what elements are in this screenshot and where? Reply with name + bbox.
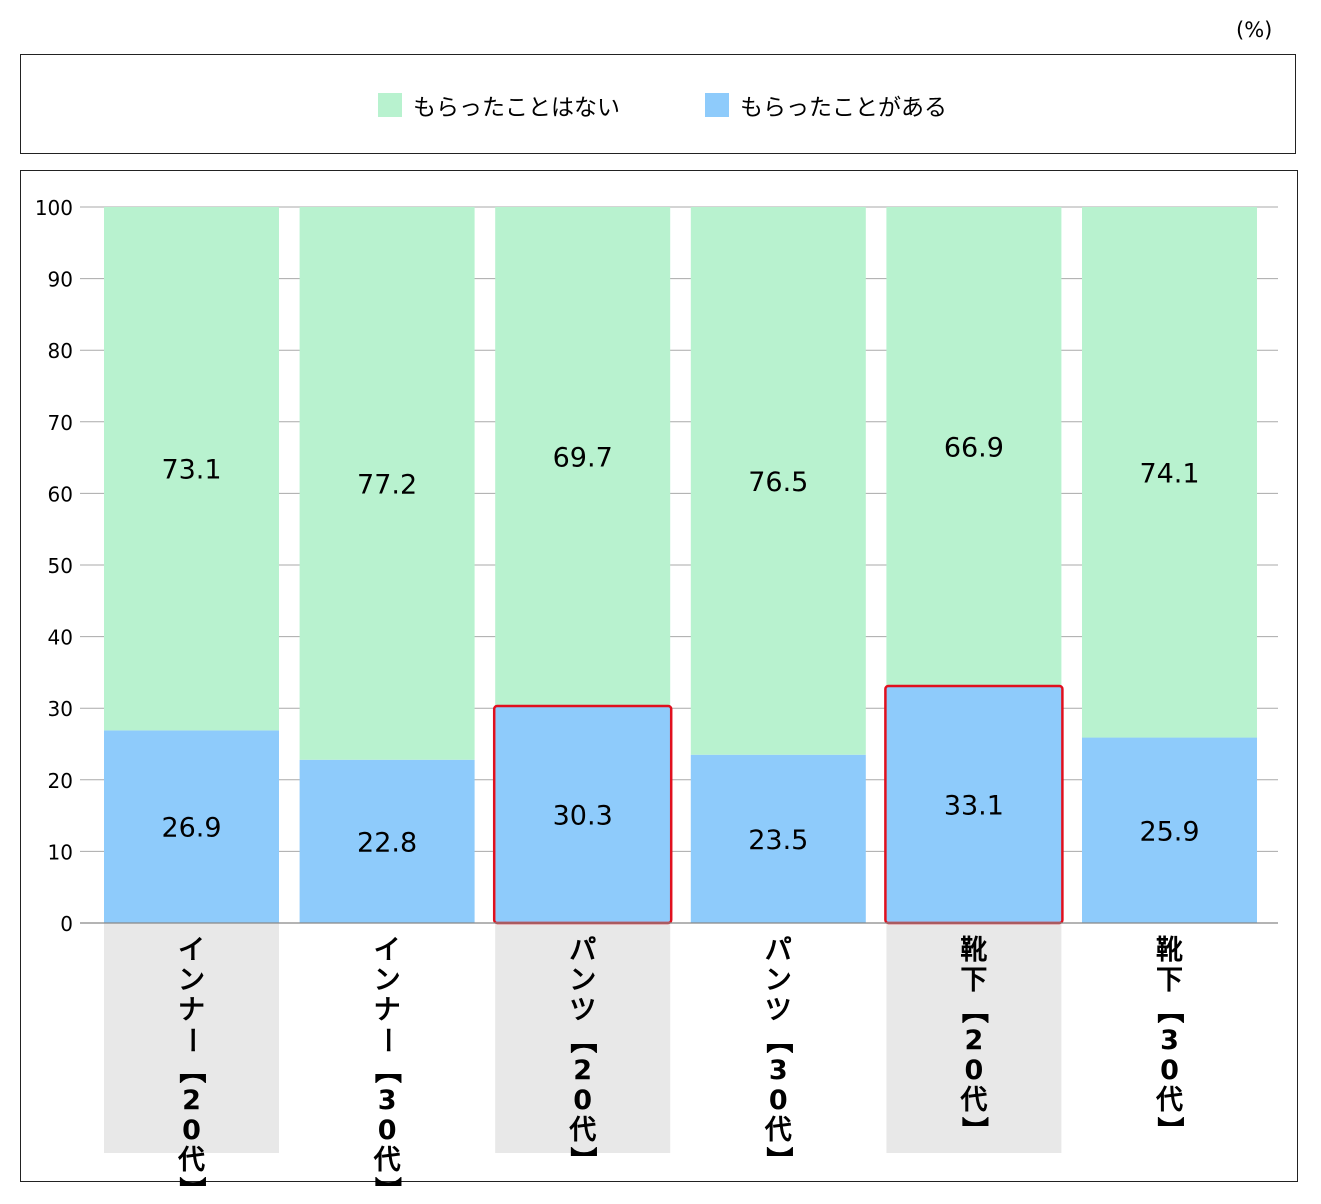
chart-frame — [20, 170, 1298, 1182]
y-tick-label: 60 — [48, 482, 73, 506]
category-bg — [886, 923, 1062, 1153]
x-category-label-char: 【 — [371, 1057, 402, 1084]
y-tick-label: 50 — [48, 554, 73, 578]
bar-segment-not-received — [1082, 207, 1257, 738]
x-category-label-char: 2 — [182, 1085, 201, 1116]
data-label-not-received: 77.2 — [357, 469, 417, 500]
x-category-label-char: 下 — [960, 965, 987, 996]
data-label-not-received: 73.1 — [161, 455, 221, 486]
data-label-not-received: 76.5 — [748, 467, 808, 498]
bar-segment-received — [886, 686, 1062, 923]
x-category-label-char: 代 — [764, 1115, 792, 1146]
bar-segment-received — [1082, 737, 1257, 923]
x-category-label-char: ツ — [765, 995, 792, 1026]
x-category-label-char: 0 — [769, 1085, 788, 1116]
x-category-label-char: ン — [765, 965, 792, 996]
x-category-label-char: 【 — [1154, 997, 1185, 1024]
y-tick-label: 80 — [48, 339, 73, 363]
bar-segment-received — [299, 759, 475, 923]
x-category-label-char: 【 — [567, 1027, 598, 1054]
x-category-label-char: パ — [765, 935, 792, 966]
x-category-label-char: 0 — [1160, 1055, 1179, 1086]
x-category-label-char: 代 — [568, 1115, 596, 1146]
legend-label-received: もらったことがある — [740, 95, 947, 121]
category-bg — [104, 923, 279, 1153]
data-label-received: 30.3 — [553, 801, 613, 832]
x-category-label-char: 2 — [965, 1025, 984, 1056]
x-category-label-char: 代 — [373, 1145, 401, 1176]
x-category-label-char: 靴 — [960, 935, 987, 966]
x-category-label-char: 】 — [371, 1177, 402, 1204]
x-category-label-char: 0 — [965, 1055, 984, 1086]
x-category-label-char: 】 — [762, 1147, 793, 1174]
x-category-label-char: 【 — [176, 1057, 207, 1084]
x-category-label-char: 【 — [958, 997, 989, 1024]
x-category-label-char: ン — [178, 965, 205, 996]
x-category-label-char: ン — [569, 965, 596, 996]
legend-swatch-received — [705, 93, 729, 117]
data-label-not-received: 69.7 — [553, 443, 613, 474]
x-category-label-char: 3 — [378, 1085, 397, 1116]
legend-box — [20, 54, 1296, 154]
x-category-label-char: パ — [569, 935, 596, 966]
y-tick-label: 100 — [35, 196, 73, 220]
legend-item-received: もらったことがある — [705, 88, 947, 122]
x-category-label-char: ナ — [178, 995, 205, 1026]
legend-label-not-received: もらったことはない — [413, 95, 620, 121]
data-label-not-received: 66.9 — [944, 433, 1004, 464]
y-tick-label: 10 — [48, 840, 73, 864]
legend-swatch-not-received — [378, 93, 402, 117]
data-label-received: 25.9 — [1139, 816, 1199, 847]
y-tick-label: 0 — [60, 912, 73, 936]
bar-segment-not-received — [104, 207, 279, 731]
x-category-label-char: ン — [374, 965, 401, 996]
bar-segment-not-received — [886, 207, 1062, 687]
bar-segment-received — [690, 754, 866, 923]
data-label-received: 26.9 — [161, 813, 221, 844]
x-category-label-char: 2 — [573, 1055, 592, 1086]
legend-item-not-received: もらったことはない — [378, 88, 620, 122]
unit-label: (%) — [1236, 18, 1273, 42]
x-category-label-char: 】 — [176, 1177, 207, 1204]
x-category-label-char: 3 — [769, 1055, 788, 1086]
x-category-label-char: ナ — [374, 995, 401, 1026]
bar-segment-not-received — [495, 207, 671, 707]
bar-segment-not-received — [299, 207, 475, 760]
y-tick-label: 20 — [48, 769, 73, 793]
x-category-label-char: ー — [176, 1027, 207, 1054]
bar-segment-received — [104, 730, 279, 923]
bar-segment-received — [495, 706, 671, 923]
x-category-label-char: 0 — [573, 1085, 592, 1116]
x-category-label-char: ツ — [569, 995, 596, 1026]
data-label-not-received: 74.1 — [1139, 458, 1199, 489]
x-category-label-char: 靴 — [1156, 935, 1183, 966]
y-tick-label: 90 — [48, 268, 73, 292]
x-category-label-char: 代 — [177, 1145, 205, 1176]
y-tick-label: 30 — [48, 697, 73, 721]
x-category-label-char: イ — [178, 935, 205, 966]
data-label-received: 33.1 — [944, 791, 1004, 822]
data-label-received: 22.8 — [357, 827, 417, 858]
x-category-label-char: 】 — [958, 1117, 989, 1144]
x-category-label-char: 】 — [1154, 1117, 1185, 1144]
x-category-label-char: 0 — [378, 1115, 397, 1146]
x-category-label-char: 代 — [959, 1085, 987, 1116]
category-bg — [495, 923, 671, 1153]
x-category-label-char: 3 — [1160, 1025, 1179, 1056]
x-category-label-char: 下 — [1156, 965, 1183, 996]
x-category-label-char: イ — [374, 935, 401, 966]
x-category-label-char: 代 — [1155, 1085, 1183, 1116]
x-category-label-char: ー — [371, 1027, 402, 1054]
x-category-label-char: 】 — [567, 1147, 598, 1174]
bar-segment-not-received — [690, 207, 866, 755]
y-tick-label: 40 — [48, 626, 73, 650]
x-category-label-char: 【 — [762, 1027, 793, 1054]
y-tick-label: 70 — [48, 411, 73, 435]
data-label-received: 23.5 — [748, 825, 808, 856]
x-category-label-char: 0 — [182, 1115, 201, 1146]
